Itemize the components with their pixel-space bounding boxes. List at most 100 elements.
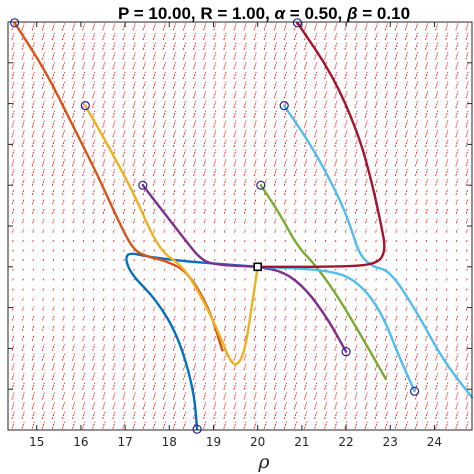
vector-arrow [82, 228, 85, 233]
vector-arrow [404, 149, 408, 157]
vector-arrow [51, 52, 55, 60]
vector-arrow [455, 421, 459, 429]
vector-arrow [22, 297, 25, 301]
vector-arrow [62, 149, 65, 157]
vector-arrow [112, 110, 116, 118]
vector-arrow [446, 268, 448, 271]
vector-arrow [173, 297, 176, 301]
vector-arrow [92, 402, 96, 410]
vector-arrow [173, 344, 176, 351]
vector-arrow [183, 248, 186, 252]
vector-arrow [435, 353, 439, 361]
vector-arrow [162, 139, 166, 148]
vector-arrow [162, 168, 166, 177]
vector-arrow [162, 353, 166, 361]
vector-arrow [92, 62, 96, 70]
vector-arrow [445, 325, 448, 331]
vector-arrow [52, 306, 55, 311]
vector-arrow [203, 402, 207, 410]
vector-arrow [324, 382, 328, 390]
vector-arrow [132, 325, 136, 331]
vector-arrow [283, 23, 287, 31]
vector-arrow [355, 228, 357, 233]
vector-arrow [283, 178, 287, 186]
vector-arrow [456, 287, 458, 291]
vector-arrow [294, 411, 297, 420]
trajectory-start-point [341, 347, 351, 357]
vector-arrow [435, 23, 439, 31]
vector-arrow [203, 287, 206, 291]
vector-arrow [152, 149, 156, 157]
vector-arrow [92, 382, 96, 390]
vector-arrow [82, 218, 85, 224]
vector-arrow [223, 421, 227, 429]
vector-arrow [153, 248, 155, 252]
vector-arrow [273, 372, 277, 381]
vector-arrow [183, 188, 186, 196]
vector-arrow [384, 149, 388, 157]
vector-arrow [364, 178, 368, 186]
vector-arrow [193, 278, 196, 281]
vector-arrow [243, 52, 247, 60]
vector-arrow [455, 353, 459, 361]
vector-arrow [435, 287, 438, 291]
vector-arrow [112, 306, 115, 311]
trajectory-start-point [192, 424, 202, 434]
vector-arrow [385, 218, 388, 224]
vector-arrow [385, 287, 388, 291]
vector-arrow [21, 402, 25, 410]
vector-arrow [112, 100, 116, 109]
vector-arrow [404, 139, 408, 148]
vector-arrow [334, 392, 338, 400]
vector-arrow [173, 248, 176, 252]
vector-arrow [394, 382, 398, 390]
vector-arrow [92, 208, 95, 214]
vector-arrow [41, 110, 45, 118]
vector-arrow [364, 71, 368, 80]
vector-arrow [445, 130, 449, 138]
vector-arrow [92, 421, 96, 429]
vector-arrow [243, 62, 247, 70]
vector-arrow [415, 81, 418, 89]
vector-arrow [92, 178, 96, 186]
vector-arrow [51, 353, 55, 361]
vector-arrow [273, 344, 277, 351]
vector-arrow [294, 353, 297, 361]
vector-arrow [394, 353, 398, 361]
vector-arrow [314, 411, 318, 420]
vector-arrow [384, 363, 388, 371]
vector-arrow [364, 52, 368, 60]
vector-arrow [324, 344, 328, 351]
vector-arrow [263, 149, 267, 157]
vector-arrow [31, 168, 35, 177]
vector-arrow [32, 228, 35, 233]
vector-arrow [72, 23, 76, 31]
vector-arrow [465, 130, 469, 138]
vector-arrow [435, 159, 439, 167]
vector-arrow [304, 139, 308, 148]
vector-arrow [253, 52, 257, 60]
vector-arrow [384, 110, 388, 118]
vector-arrow [173, 218, 176, 224]
vector-arrow [142, 130, 146, 138]
vector-arrow [243, 110, 247, 118]
vector-arrow [374, 392, 378, 400]
vector-arrow [324, 159, 328, 167]
vector-arrow [183, 382, 186, 390]
vector-arrow [394, 402, 398, 410]
vector-arrow [304, 238, 307, 243]
vector-arrow [445, 110, 449, 118]
vector-arrow [264, 218, 267, 224]
vector-arrow [172, 130, 176, 138]
vector-arrow [183, 110, 186, 118]
vector-arrow [122, 42, 126, 50]
vector-arrow [11, 168, 15, 177]
vector-arrow [385, 258, 387, 262]
vector-arrow [304, 42, 308, 50]
vector-arrow [344, 315, 347, 321]
vector-arrow [375, 258, 377, 262]
vector-arrow [284, 325, 287, 331]
vector-arrow [113, 258, 115, 262]
vector-arrow [243, 91, 247, 99]
vector-arrow [102, 334, 106, 341]
